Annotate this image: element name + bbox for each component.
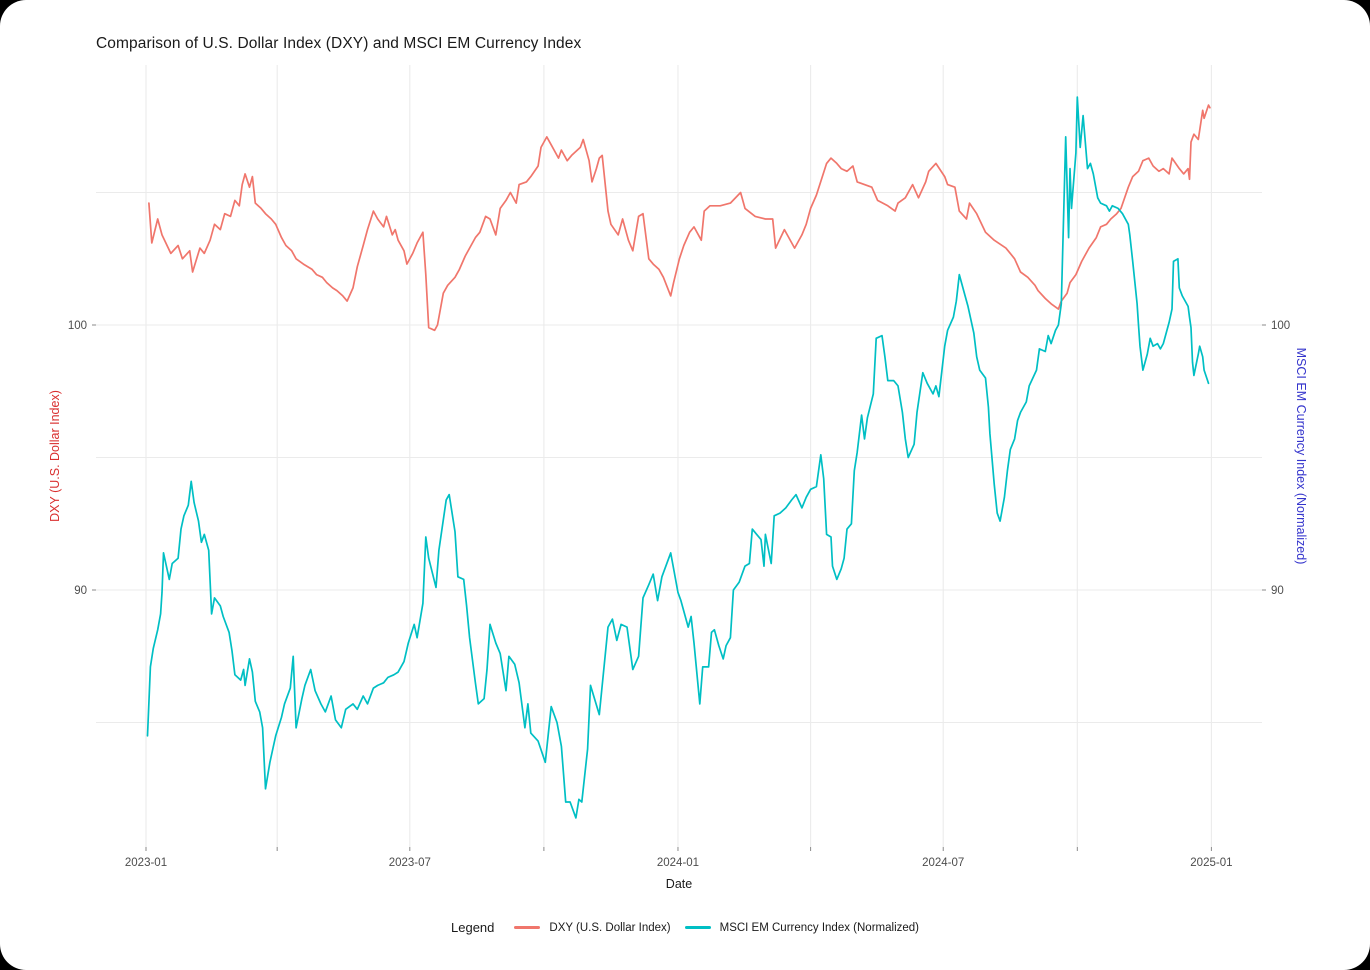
x-tick-label: 2025-01 (1190, 857, 1232, 869)
left-axis-title: DXY (U.S. Dollar Index) (48, 390, 62, 522)
x-tick-label: 2024-01 (657, 857, 699, 869)
right-axis-title: MSCI EM Currency Index (Normalized) (1294, 347, 1308, 565)
x-tick-label: 2023-07 (389, 857, 431, 869)
msci-em-line (146, 96, 1210, 819)
legend-label: DXY (U.S. Dollar Index) (549, 921, 671, 934)
legend-line-swatch (684, 926, 711, 929)
y-tick-label-left: 100 (68, 320, 87, 332)
y-tick-label-left: 90 (74, 585, 87, 597)
legend-label: MSCI EM Currency Index (Normalized) (719, 921, 919, 934)
legend: Legend DXY (U.S. Dollar Index) MSCI EM Cu… (0, 920, 1370, 935)
legend-title: Legend (451, 920, 495, 935)
y-tick-label-right: 90 (1271, 585, 1284, 597)
legend-item-1: MSCI EM Currency Index (Normalized) (684, 921, 919, 934)
x-tick-label: 2023-01 (125, 857, 167, 869)
x-tick-label: 2024-07 (922, 857, 964, 869)
chart-title: Comparison of U.S. Dollar Index (DXY) an… (96, 35, 582, 52)
legend-line-swatch (514, 926, 541, 929)
x-axis-title: Date (665, 877, 693, 891)
legend-item-0: DXY (U.S. Dollar Index) (514, 921, 671, 934)
y-tick-label-right: 100 (1271, 320, 1290, 332)
dxy-line (148, 104, 1211, 332)
